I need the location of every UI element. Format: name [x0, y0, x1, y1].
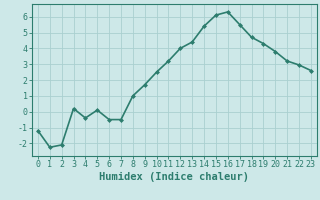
X-axis label: Humidex (Indice chaleur): Humidex (Indice chaleur)	[100, 172, 249, 182]
